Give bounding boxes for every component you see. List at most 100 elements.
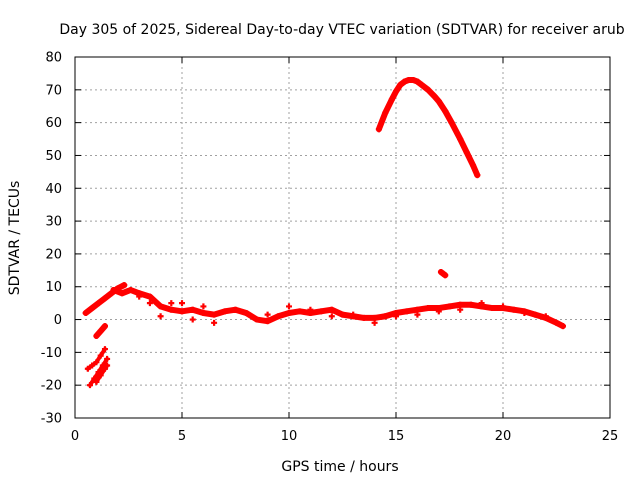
data-point [435, 308, 442, 315]
data-point [489, 305, 496, 312]
data-point [446, 303, 453, 310]
data-point [435, 98, 442, 105]
data-point [467, 301, 474, 308]
data-point [95, 369, 102, 376]
x-tick-label: 25 [602, 429, 619, 444]
y-tick-label: -30 [41, 412, 62, 427]
data-point [127, 287, 134, 294]
data-point [414, 78, 421, 85]
data-point [414, 311, 421, 318]
data-point [371, 319, 378, 326]
data-point [339, 311, 346, 318]
y-tick-label: -10 [41, 346, 62, 361]
series-baseline-scatter [136, 293, 549, 326]
grid [75, 57, 610, 418]
series-isolated-blip [437, 268, 449, 279]
data-point [93, 332, 100, 339]
data-point [168, 306, 175, 313]
y-tick-label: 10 [45, 280, 62, 295]
data-point [393, 88, 399, 95]
y-tick-label: 20 [45, 247, 62, 262]
data-point [478, 300, 485, 307]
data-point [457, 136, 464, 143]
data-point [104, 362, 111, 369]
data-point [457, 306, 464, 313]
data-point [470, 162, 477, 169]
data-point [232, 306, 239, 313]
data-point [328, 306, 335, 313]
data-point [474, 172, 481, 179]
data-point [82, 309, 89, 316]
data-point [542, 313, 549, 320]
data-point [382, 109, 389, 116]
data-point [157, 313, 164, 320]
data-point [211, 319, 218, 326]
y-tick-label: 70 [45, 83, 62, 98]
data-point [553, 319, 560, 326]
data-point [275, 313, 282, 320]
data-point [146, 300, 153, 307]
data-point [442, 272, 449, 279]
data-point [307, 306, 314, 313]
data-point [521, 309, 528, 316]
data-point [211, 311, 218, 318]
data-point [431, 93, 438, 100]
data-point [360, 314, 367, 321]
x-tick-label: 0 [71, 429, 79, 444]
data-point [84, 365, 91, 372]
data-point [179, 300, 185, 307]
data-point [146, 293, 153, 300]
series-negative-tracks [84, 346, 111, 389]
y-tick-label: 40 [45, 182, 62, 197]
x-tick-label: 20 [495, 429, 512, 444]
data-point [463, 149, 470, 156]
y-tick-label: 50 [45, 149, 62, 164]
data-point [119, 290, 126, 297]
data-point [86, 382, 93, 389]
y-tick-label: -20 [41, 379, 62, 394]
y-tick-label: 30 [45, 215, 62, 230]
data-point [95, 300, 102, 307]
data-point [110, 287, 117, 294]
data-point [328, 313, 335, 320]
data-point [104, 355, 111, 362]
data-point [442, 108, 449, 115]
data-point [264, 311, 271, 318]
data-point [121, 282, 128, 289]
data-point [93, 378, 100, 385]
series-short-track-near-minus-4 [93, 323, 108, 339]
data-point [410, 76, 417, 83]
data-point [559, 323, 566, 330]
data-point [101, 365, 108, 372]
data-point [93, 359, 100, 366]
data-point [89, 362, 96, 369]
data-point [388, 96, 395, 103]
x-tick-label: 10 [281, 429, 298, 444]
data-point [200, 303, 207, 310]
data-point [168, 300, 175, 307]
data-point [286, 303, 292, 310]
ticks: 0 5 10 15 20 25 -30 -20 -10 0 10 20 30 40 50 60 70 80 [41, 51, 619, 445]
data-point [221, 308, 228, 315]
data-point [375, 126, 382, 133]
data-point [418, 81, 425, 88]
data-point [101, 346, 108, 353]
data-point [448, 119, 455, 126]
data-point [136, 293, 143, 300]
data-marks [82, 76, 566, 389]
data-point [403, 308, 410, 315]
x-tick-label: 5 [178, 429, 186, 444]
plot-frame [74, 56, 611, 419]
data-point [157, 303, 164, 310]
data-point [97, 352, 104, 359]
data-point [296, 308, 303, 315]
y-tick-label: 80 [45, 51, 62, 66]
data-point [101, 323, 108, 330]
y-axis-label: SDTVAR / TECUs [7, 181, 23, 296]
data-point [425, 86, 432, 93]
y-tick-label: 60 [45, 116, 62, 131]
data-point [97, 328, 104, 335]
data-point [350, 311, 357, 318]
